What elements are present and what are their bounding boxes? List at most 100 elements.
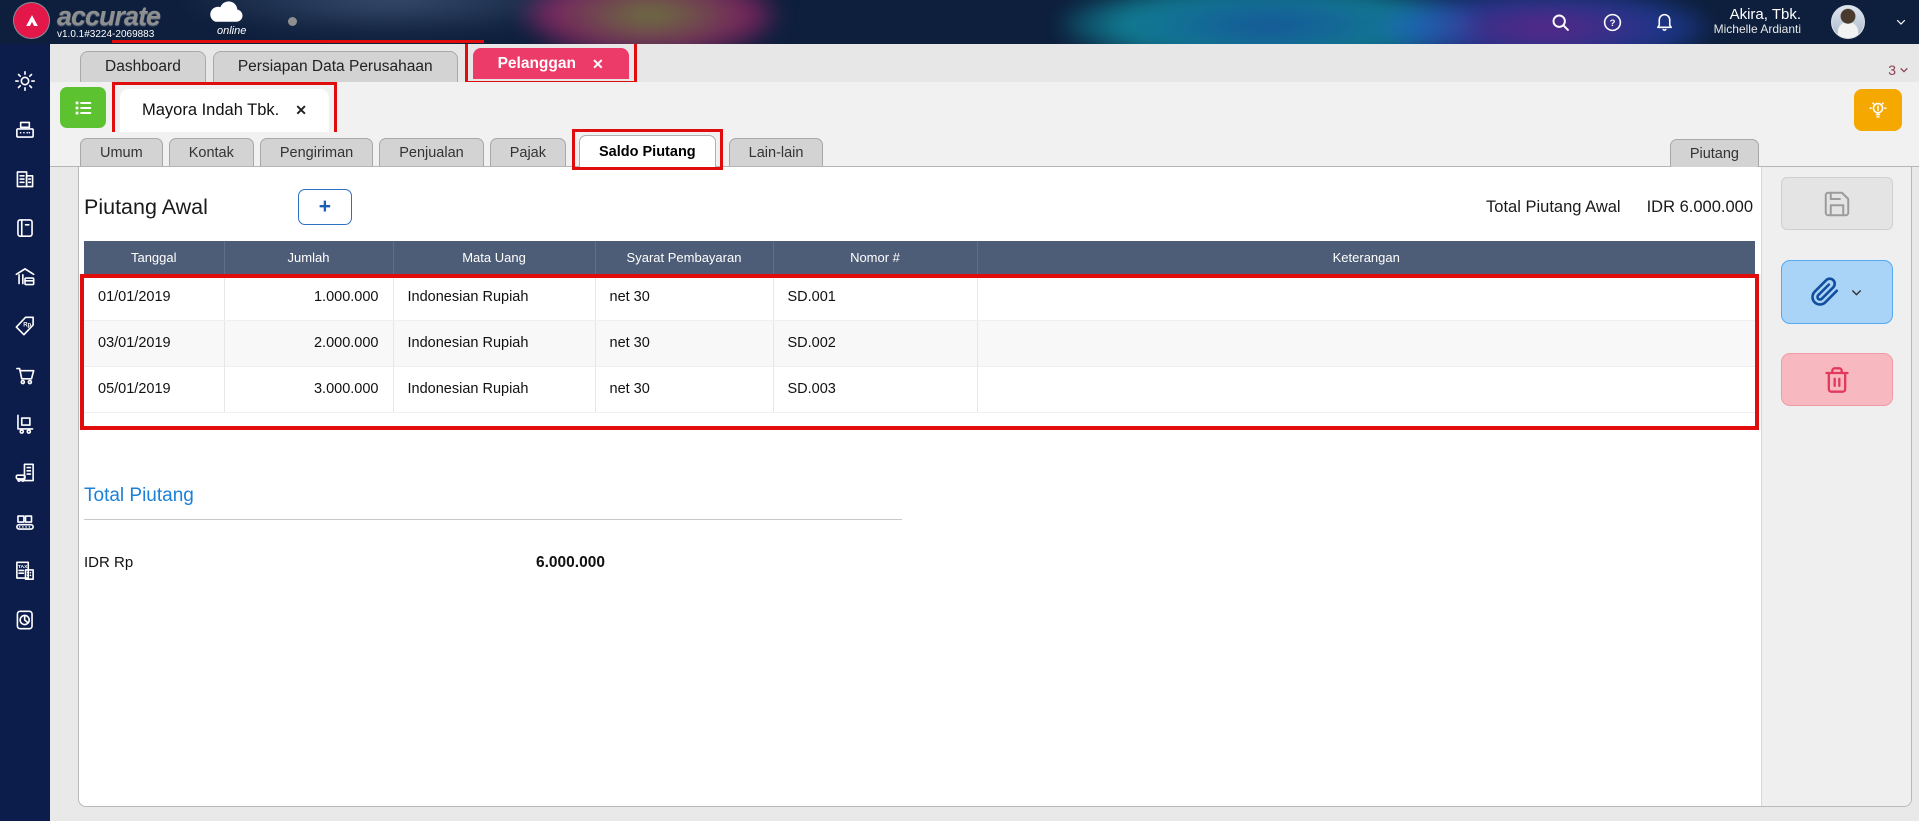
cell-jumlah[interactable]: 2.000.000 — [224, 320, 394, 367]
user-company-label: Akira, Tbk. — [1729, 6, 1801, 23]
total-piutang-awal-label: Total Piutang Awal — [1486, 197, 1621, 216]
record-tab-bar: Mayora Indah Tbk. ✕ — [50, 82, 1919, 132]
decorative-wave — [1060, 0, 1480, 44]
chevron-down-icon — [1900, 68, 1908, 73]
cell-mata-uang[interactable]: Indonesian Rupiah — [393, 274, 596, 321]
tab-label: Umum — [100, 144, 143, 161]
chevron-down-icon[interactable] — [1850, 286, 1863, 299]
cell-mata-uang[interactable]: Indonesian Rupiah — [393, 320, 596, 367]
brand-name: accurate — [57, 1, 161, 31]
cell-syarat[interactable]: net 30 — [595, 320, 774, 367]
tab-umum[interactable]: Umum — [80, 138, 163, 166]
delete-button[interactable] — [1780, 353, 1893, 406]
main-tab-bar: Dashboard Persiapan Data Perusahaan Pela… — [50, 41, 1919, 84]
settings-gear-icon[interactable] — [10, 66, 40, 96]
cell-tanggal[interactable]: 01/01/2019 — [84, 274, 225, 321]
col-header-nomor: Nomor # — [773, 241, 978, 274]
notification-bell-icon[interactable] — [1654, 11, 1676, 33]
annotation-box-pelanggan: Pelanggan ✕ — [464, 41, 637, 84]
top-right-cluster: ? Akira, Tbk. Michelle Ardianti — [1550, 0, 1907, 44]
search-icon[interactable] — [1550, 11, 1572, 33]
cell-keterangan[interactable] — [977, 274, 1755, 321]
tab-label: Pajak — [509, 144, 546, 161]
sales-cart-icon[interactable] — [10, 360, 40, 390]
cell-keterangan[interactable] — [977, 320, 1755, 367]
tab-label: Piutang — [1689, 145, 1739, 162]
cell-nomor[interactable]: SD.001 — [773, 274, 978, 321]
cash-register-icon[interactable] — [10, 115, 40, 145]
cell-tanggal[interactable]: 05/01/2019 — [84, 366, 225, 413]
cell-nomor[interactable]: SD.003 — [773, 366, 978, 413]
tab-dashboard[interactable]: Dashboard — [80, 51, 206, 82]
attachment-button[interactable] — [1780, 260, 1893, 324]
tab-pelanggan[interactable]: Pelanggan ✕ — [472, 48, 629, 79]
piutang-table: Tanggal Jumlah Mata Uang Syarat Pembayar… — [84, 241, 1755, 413]
total-currency-label: IDR Rp — [84, 553, 134, 571]
tab-penjualan[interactable]: Penjualan — [379, 138, 484, 166]
record-list-button[interactable] — [60, 87, 106, 128]
user-menu-chevron-icon[interactable] — [1895, 16, 1907, 28]
close-icon[interactable]: ✕ — [295, 102, 308, 118]
price-tag-rp-icon[interactable]: Rp — [10, 311, 40, 341]
hint-lightbulb-button[interactable] — [1854, 89, 1902, 131]
save-floppy-icon — [1824, 191, 1849, 216]
cell-jumlah[interactable]: 3.000.000 — [224, 366, 394, 413]
section-header-row: Piutang Awal + Total Piutang Awal IDR 6.… — [84, 189, 1755, 225]
tab-label: Lain-lain — [748, 144, 804, 161]
add-piutang-button[interactable]: + — [297, 189, 352, 225]
plus-icon: + — [318, 195, 332, 218]
svg-text:TAX: TAX — [18, 564, 28, 570]
manufacture-conveyor-icon[interactable] — [10, 507, 40, 537]
brand-logo: accurate v1.0.1#3224-2069883 online — [14, 1, 246, 40]
col-header-jumlah: Jumlah — [224, 241, 394, 274]
record-tab-mayora-indah[interactable]: Mayora Indah Tbk. ✕ — [120, 89, 330, 132]
tab-label: Saldo Piutang — [598, 143, 696, 160]
cell-jumlah[interactable]: 1.000.000 — [224, 274, 394, 321]
table-row[interactable]: 03/01/2019 2.000.000 Indonesian Rupiah n… — [84, 320, 1755, 367]
detail-tab-bar: Umum Kontak Pengiriman Penjualan Pajak S… — [50, 129, 1919, 170]
cell-keterangan[interactable] — [977, 366, 1755, 413]
tab-label: Pelanggan — [497, 55, 576, 72]
list-icon — [75, 101, 92, 114]
table-row[interactable]: 05/01/2019 3.000.000 Indonesian Rupiah n… — [84, 366, 1755, 413]
ledger-book-icon[interactable] — [10, 213, 40, 243]
tab-overflow-count: 3 — [1888, 62, 1896, 78]
brand-online-label: online — [217, 25, 247, 37]
purchase-delivery-icon[interactable] — [10, 409, 40, 439]
tab-persiapan-data-perusahaan[interactable]: Persiapan Data Perusahaan — [212, 51, 458, 82]
divider — [84, 518, 902, 520]
annotation-box-record-tab: Mayora Indah Tbk. ✕ — [112, 82, 338, 132]
save-button[interactable] — [1780, 177, 1893, 230]
cell-syarat[interactable]: net 30 — [595, 366, 774, 413]
tab-pajak[interactable]: Pajak — [489, 138, 566, 166]
bank-card-icon[interactable] — [10, 262, 40, 292]
tab-label: Pengiriman — [279, 144, 354, 161]
tab-label: Persiapan Data Perusahaan — [237, 58, 433, 75]
tab-overflow-dropdown[interactable]: 3 — [1888, 62, 1909, 78]
content-card: Piutang Awal + Total Piutang Awal IDR 6.… — [78, 167, 1912, 807]
cell-syarat[interactable]: net 30 — [595, 274, 774, 321]
company-buildings-icon[interactable] — [10, 164, 40, 194]
cell-nomor[interactable]: SD.002 — [773, 320, 978, 367]
cell-tanggal[interactable]: 03/01/2019 — [84, 320, 225, 367]
accurate-logo-icon — [14, 3, 49, 38]
top-header-bar: accurate v1.0.1#3224-2069883 online ? Ak… — [0, 0, 1919, 44]
report-chart-icon[interactable] — [10, 605, 40, 635]
total-piutang-title: Total Piutang — [84, 484, 194, 506]
section-title: Piutang Awal — [84, 194, 208, 219]
tab-lain-lain[interactable]: Lain-lain — [728, 138, 824, 166]
tax-calculator-icon[interactable]: TAX — [10, 556, 40, 586]
total-amount-value: 6.000.000 — [536, 553, 605, 571]
tab-pengiriman[interactable]: Pengiriman — [259, 138, 374, 166]
tab-piutang[interactable]: Piutang — [1669, 139, 1759, 167]
tab-kontak[interactable]: Kontak — [168, 138, 254, 166]
help-icon[interactable]: ? — [1602, 11, 1624, 33]
cell-mata-uang[interactable]: Indonesian Rupiah — [393, 366, 596, 413]
tab-saldo-piutang[interactable]: Saldo Piutang — [578, 135, 716, 167]
brand-text: accurate v1.0.1#3224-2069883 online — [57, 1, 246, 40]
close-icon[interactable]: ✕ — [591, 55, 604, 72]
user-avatar[interactable] — [1831, 5, 1865, 39]
col-header-mata-uang: Mata Uang — [393, 241, 596, 274]
table-row[interactable]: 01/01/2019 1.000.000 Indonesian Rupiah n… — [84, 274, 1755, 321]
fixed-asset-icon[interactable] — [10, 458, 40, 488]
